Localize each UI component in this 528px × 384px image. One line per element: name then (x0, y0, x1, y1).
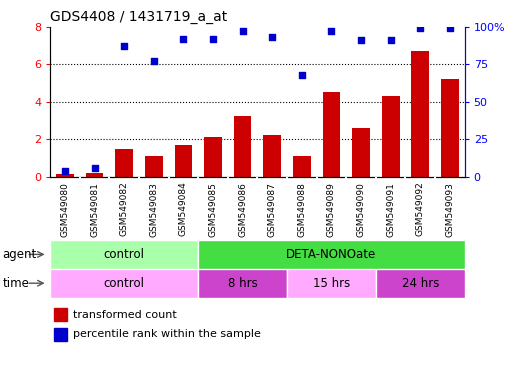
Point (61, 167, 69, 174)
Point (90, 165, 99, 171)
Text: GDS4408 / 1431719_a_at: GDS4408 / 1431719_a_at (50, 10, 228, 25)
Point (238, 28, 247, 35)
Bar (263, 134, 281, 177)
Text: GSM549091: GSM549091 (386, 182, 395, 237)
Text: GSM549081: GSM549081 (90, 182, 99, 237)
Point (327, 28, 336, 35)
Bar (56, 174, 74, 177)
Text: 24 hrs: 24 hrs (401, 277, 439, 290)
Bar (54, 328, 67, 341)
Text: GSM549090: GSM549090 (356, 182, 365, 237)
Bar (54, 308, 67, 321)
Bar (411, 51, 429, 177)
Point (357, 37, 365, 43)
Point (179, 36, 187, 42)
Bar (376, 269, 465, 298)
Text: GSM549082: GSM549082 (120, 182, 129, 237)
Bar (115, 149, 133, 177)
Bar (234, 116, 251, 177)
Text: time: time (3, 277, 30, 290)
Text: GSM549088: GSM549088 (297, 182, 306, 237)
Bar (50, 269, 198, 298)
Text: percentile rank within the sample: percentile rank within the sample (73, 329, 261, 339)
Bar (293, 156, 310, 177)
Text: GSM549093: GSM549093 (445, 182, 454, 237)
Bar (198, 269, 287, 298)
Text: GSM549080: GSM549080 (61, 182, 70, 237)
Text: transformed count: transformed count (73, 310, 177, 320)
Bar (287, 269, 376, 298)
Text: GSM549092: GSM549092 (416, 182, 425, 237)
Text: GSM549086: GSM549086 (238, 182, 247, 237)
Bar (441, 79, 459, 177)
Text: DETA-NONOate: DETA-NONOate (286, 248, 376, 261)
Bar (174, 145, 192, 177)
Text: control: control (103, 277, 145, 290)
Text: GSM549089: GSM549089 (327, 182, 336, 237)
Point (209, 36, 217, 42)
Bar (145, 156, 163, 177)
Text: 8 hrs: 8 hrs (228, 277, 258, 290)
Text: GSM549085: GSM549085 (209, 182, 218, 237)
Text: 15 hrs: 15 hrs (313, 277, 350, 290)
Bar (50, 240, 198, 269)
Text: GSM549083: GSM549083 (149, 182, 158, 237)
Point (386, 37, 395, 43)
Bar (352, 128, 370, 177)
Text: agent: agent (3, 248, 37, 261)
Text: control: control (103, 248, 145, 261)
Point (446, 25, 454, 31)
Bar (323, 93, 340, 177)
Bar (382, 96, 400, 177)
Bar (204, 137, 222, 177)
Point (149, 58, 158, 65)
Point (120, 43, 128, 50)
Point (268, 34, 277, 40)
Bar (86, 173, 103, 177)
Point (416, 25, 425, 31)
Text: GSM549087: GSM549087 (268, 182, 277, 237)
Text: GSM549084: GSM549084 (179, 182, 188, 237)
Point (298, 72, 306, 78)
Bar (198, 240, 465, 269)
